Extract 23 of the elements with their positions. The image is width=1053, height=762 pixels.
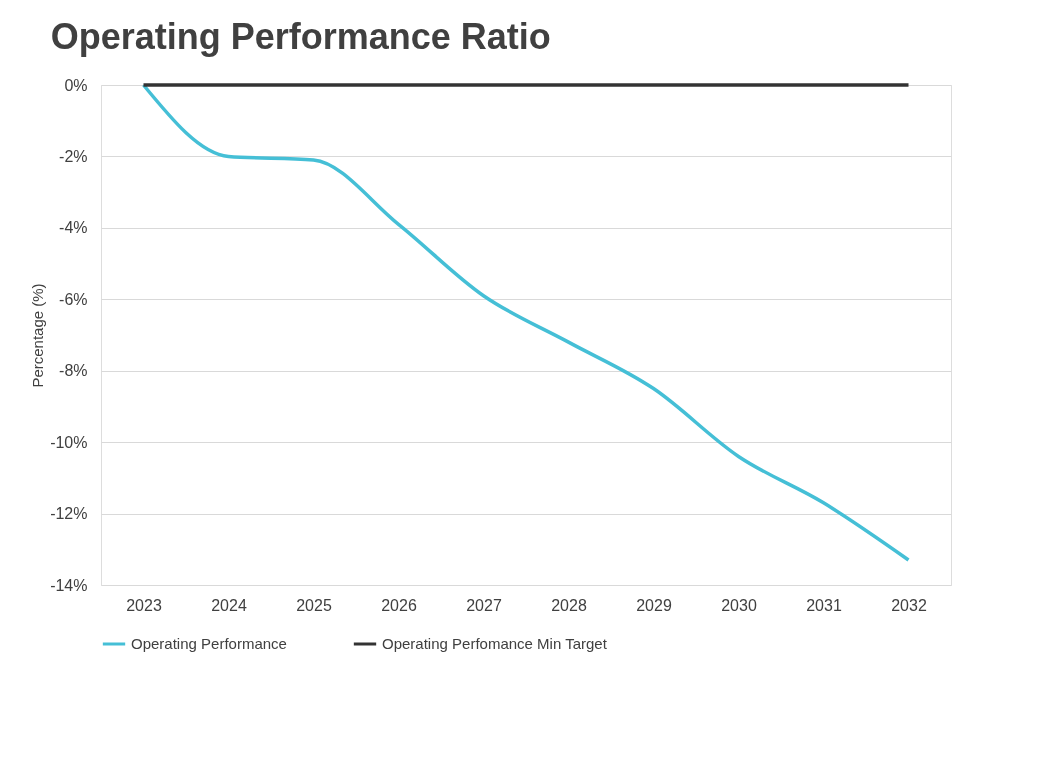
chart-title: Operating Performance Ratio [50, 16, 551, 57]
x-tick-label: 2029 [636, 596, 672, 614]
y-tick-label: -2% [59, 147, 88, 165]
line-series [141, 83, 911, 562]
x-tick-label: 2028 [551, 596, 587, 614]
x-tick-label: 2031 [806, 596, 842, 614]
y-tick-label: -10% [50, 433, 88, 451]
x-tick-label: 2025 [296, 596, 332, 614]
legend-label: Operating Performance [131, 635, 287, 652]
y-tick-label: -4% [59, 219, 88, 237]
y-tick-label: -14% [50, 576, 88, 594]
x-tick-label: 2032 [891, 596, 927, 614]
x-tick-label: 2024 [211, 596, 247, 614]
y-tick-label: -12% [50, 505, 88, 523]
y-tick-label: -6% [59, 290, 88, 308]
legend-label: Operating Perfomance Min Target [382, 635, 608, 652]
y-tick-label: 0% [64, 76, 88, 94]
x-tick-label: 2027 [466, 596, 502, 614]
x-tick-label: 2023 [126, 596, 162, 614]
x-tick-label: 2030 [721, 596, 757, 614]
x-tick-label: 2026 [381, 596, 417, 614]
y-tick-label: -8% [59, 362, 88, 380]
y-axis-title: Percentage (%) [29, 283, 47, 388]
